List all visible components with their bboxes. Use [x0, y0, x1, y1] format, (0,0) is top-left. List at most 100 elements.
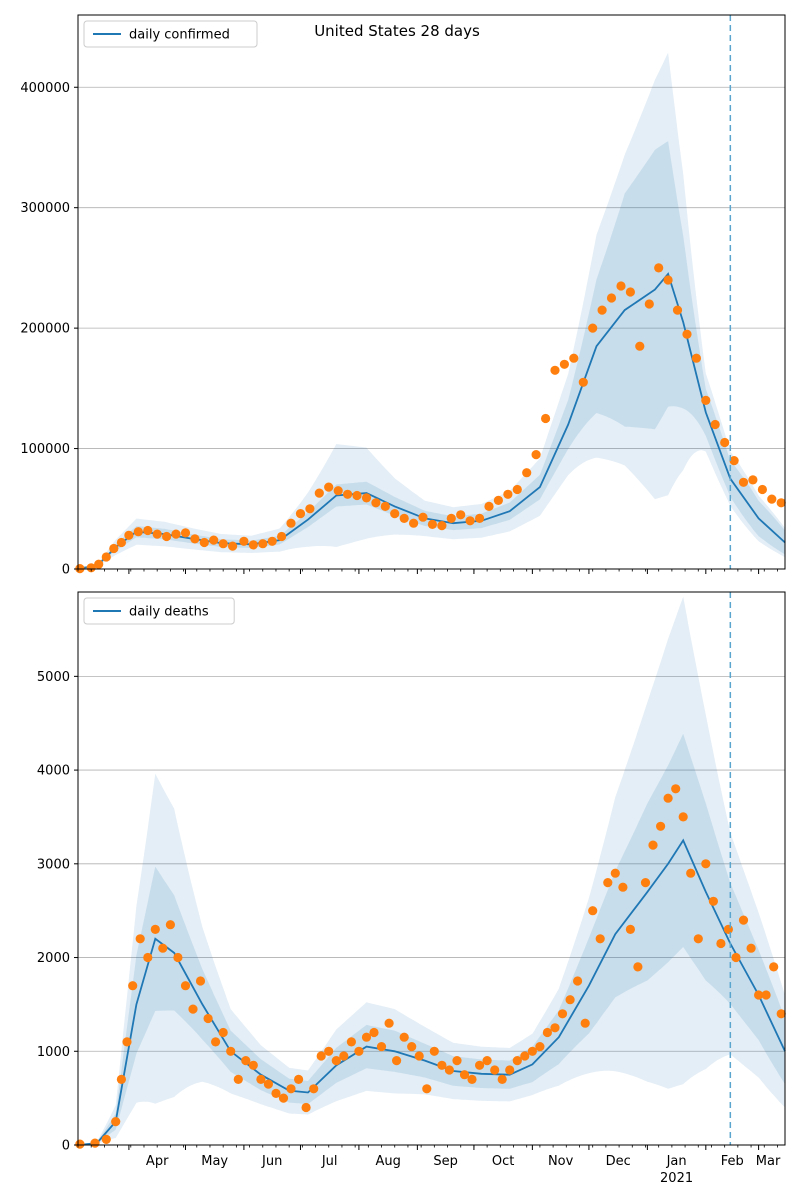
- observed-point: [286, 1084, 296, 1094]
- y-tick-label: 0: [62, 563, 70, 578]
- observed-point: [369, 1027, 379, 1038]
- x-tick-label: Nov: [548, 1154, 574, 1169]
- observed-point: [94, 559, 104, 569]
- observed-point: [301, 1102, 311, 1113]
- y-tick-label: 3000: [37, 857, 70, 872]
- median-line: [77, 838, 786, 1146]
- observed-point: [542, 1027, 553, 1038]
- observed-point: [616, 281, 626, 291]
- observed-point: [776, 498, 786, 508]
- y-tick-label: 5000: [37, 670, 70, 685]
- confirmed-chart: 0 100000 200000 300000 400000 daily confirmed: [20, 14, 786, 578]
- observed-point: [116, 537, 126, 548]
- observed-point: [708, 896, 719, 906]
- observed-point: [111, 1117, 121, 1127]
- observed-point: [748, 475, 758, 485]
- observed-point: [399, 1032, 409, 1042]
- observed-point: [354, 1046, 364, 1056]
- observed-point: [691, 353, 702, 363]
- observed-point: [465, 516, 475, 526]
- observed-point: [565, 995, 575, 1005]
- observed-point: [606, 293, 617, 303]
- x-tick-label: May: [201, 1154, 228, 1169]
- observed-point: [720, 437, 730, 448]
- observed-point: [278, 1093, 289, 1103]
- y-tick-label: 300000: [20, 201, 70, 216]
- observed-point: [407, 1042, 417, 1052]
- observed-point: [248, 1060, 258, 1070]
- observed-point: [475, 1060, 485, 1070]
- observed-point: [305, 504, 315, 514]
- observed-point: [101, 552, 111, 562]
- observed-point: [618, 882, 628, 892]
- observed-point: [371, 498, 381, 508]
- observed-point: [427, 519, 437, 530]
- observed-point: [663, 275, 673, 285]
- x-tick-label: Jun: [261, 1154, 282, 1169]
- uncertainty-band-outer: [78, 52, 785, 569]
- observed-point: [384, 1018, 394, 1028]
- x-tick-label: Apr: [146, 1154, 169, 1169]
- observed-point: [211, 1037, 221, 1047]
- observed-point: [409, 518, 419, 528]
- observed-point: [595, 934, 605, 944]
- observed-point: [580, 1018, 590, 1028]
- observed-point: [484, 501, 494, 511]
- observed-point: [625, 924, 636, 935]
- observed-point: [286, 518, 296, 528]
- observed-point: [352, 490, 362, 501]
- legend-box: [83, 20, 258, 48]
- observed-point: [603, 878, 613, 888]
- observed-point: [209, 535, 219, 545]
- observed-point: [729, 456, 739, 466]
- plot-frame: [77, 14, 786, 570]
- observed-point: [128, 981, 138, 991]
- observed-point: [746, 943, 756, 953]
- observed-point: [152, 529, 162, 539]
- observed-point: [738, 915, 749, 925]
- observed-point: [309, 1084, 319, 1094]
- observed-point: [757, 484, 768, 495]
- observed-point: [644, 299, 654, 309]
- y-tick-label: 200000: [20, 322, 70, 337]
- observed-point: [180, 981, 191, 991]
- observed-point: [173, 952, 183, 963]
- observed-point: [723, 924, 734, 935]
- observed-point: [86, 563, 96, 573]
- observed-point: [710, 419, 720, 430]
- observed-point: [503, 489, 513, 499]
- observed-point: [109, 543, 119, 554]
- observed-point: [597, 305, 607, 315]
- observed-point: [686, 868, 696, 878]
- observed-point: [199, 537, 209, 548]
- observed-point: [295, 508, 306, 519]
- observed-point: [314, 488, 324, 498]
- observed-point: [263, 1079, 273, 1089]
- observed-point: [482, 1056, 492, 1066]
- observed-point: [531, 450, 541, 460]
- observed-point: [512, 1056, 522, 1066]
- observed-point: [324, 482, 334, 492]
- observed-point: [171, 529, 181, 539]
- observed-point: [339, 1051, 349, 1061]
- observed-point: [693, 934, 703, 944]
- observed-point: [122, 1037, 132, 1047]
- observed-point: [672, 305, 683, 315]
- observed-point: [535, 1042, 545, 1052]
- plot-frame: [77, 591, 786, 1146]
- observed-point: [239, 536, 249, 546]
- observed-point: [769, 962, 779, 972]
- x-tick-label: Mar: [756, 1154, 781, 1169]
- observed-point: [346, 1037, 356, 1047]
- observed-point: [228, 541, 238, 551]
- observed-point: [248, 540, 258, 550]
- observed-point: [541, 413, 551, 424]
- observed-point: [256, 1074, 266, 1084]
- deaths-chart: 0 1000 2000 3000 4000 5000 Apr May Jun Jul Aug Sep O…: [37, 591, 786, 1186]
- observed-point: [277, 531, 287, 542]
- observed-point: [588, 906, 598, 916]
- y-tick-label: 0: [62, 1139, 70, 1154]
- y-tick-label: 4000: [37, 764, 70, 779]
- observed-point: [143, 952, 153, 963]
- observed-point: [361, 1032, 372, 1042]
